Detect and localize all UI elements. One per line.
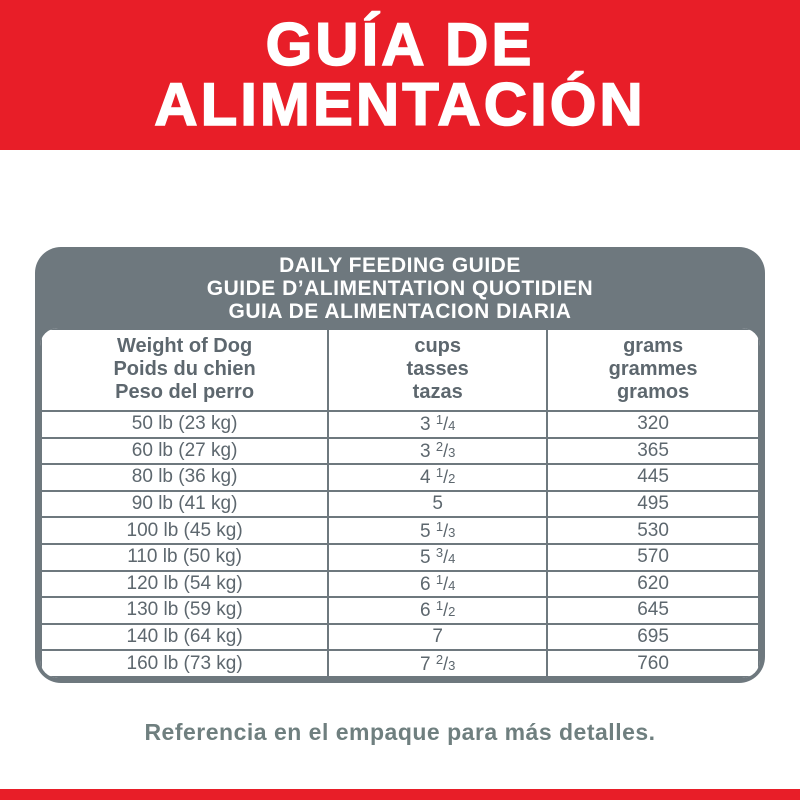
weight-cell: 100 lb (45 kg): [40, 516, 330, 545]
cups-cell: 6 1/2: [327, 596, 549, 625]
grams-cell: 695: [546, 622, 760, 652]
weight-cell: 80 lb (36 kg): [40, 463, 330, 492]
weight-cell: 50 lb (23 kg): [40, 410, 330, 439]
weight-cell: 120 lb (54 kg): [40, 569, 330, 599]
footnote: Referencia en el empaque para más detall…: [144, 718, 656, 745]
table-title-en: DAILY FEEDING GUIDE: [279, 254, 521, 277]
table-row: 160 lb (73 kg) 7 2/3 760: [40, 649, 760, 678]
cups-cell: 5 1/3: [327, 516, 549, 545]
grams-cell: 760: [546, 649, 760, 678]
column-header-weight: Weight of Dog Poids du chien Peso del pe…: [40, 328, 330, 412]
column-header-cups-en: cups: [414, 335, 462, 357]
table-row: 100 lb (45 kg) 5 1/3 530: [40, 516, 760, 545]
column-header-weight-es: Peso del perro: [115, 381, 255, 403]
column-header-grams-en: grams: [623, 335, 684, 357]
table-row: 60 lb (27 kg) 3 2/3 365: [40, 436, 760, 466]
table-row: 90 lb (41 kg) 5 495: [40, 489, 760, 519]
column-header-cups: cups tasses tazas: [327, 328, 549, 412]
grams-cell: 645: [546, 596, 760, 625]
table-row: 110 lb (50 kg) 5 3/4 570: [40, 542, 760, 572]
feeding-guide-table: DAILY FEEDING GUIDE GUIDE D’ALIMENTATION…: [35, 247, 765, 683]
column-header-weight-en: Weight of Dog: [117, 335, 253, 357]
cups-cell: 4 1/2: [327, 463, 549, 492]
cups-cell: 7: [327, 622, 549, 652]
table-row: 130 lb (59 kg) 6 1/2 645: [40, 596, 760, 625]
grams-cell: 570: [546, 542, 760, 572]
cups-cell: 5 3/4: [327, 542, 549, 572]
feeding-table: Weight of Dog Poids du chien Peso del pe…: [40, 328, 760, 678]
table-row: 140 lb (64 kg) 7 695: [40, 622, 760, 652]
cups-cell: 3 2/3: [327, 436, 549, 466]
column-header-grams: grams grammes gramos: [546, 328, 760, 412]
grams-cell: 495: [546, 489, 760, 519]
column-header-grams-es: gramos: [616, 381, 690, 403]
table-body-panel: Weight of Dog Poids du chien Peso del pe…: [40, 328, 760, 678]
table-title: DAILY FEEDING GUIDE GUIDE D’ALIMENTATION…: [40, 247, 760, 328]
table-row: 80 lb (36 kg) 4 1/2 445: [40, 463, 760, 492]
column-header-grams-fr: grammes: [608, 358, 698, 380]
cups-cell: 3 1/4: [327, 410, 549, 439]
weight-cell: 60 lb (27 kg): [40, 436, 330, 466]
weight-cell: 160 lb (73 kg): [40, 649, 330, 678]
bottom-red-strip: [0, 789, 800, 800]
grams-cell: 320: [546, 410, 760, 439]
table-row: 120 lb (54 kg) 6 1/4 620: [40, 569, 760, 599]
weight-cell: 90 lb (41 kg): [40, 489, 330, 519]
feeding-table-rows: 50 lb (23 kg) 3 1/4 320 60 lb (27 kg) 3 2/3 3…: [40, 410, 760, 678]
grams-cell: 445: [546, 463, 760, 492]
grams-cell: 620: [546, 569, 760, 599]
table-title-fr: GUIDE D’ALIMENTATION QUOTIDIEN: [206, 277, 594, 300]
weight-cell: 130 lb (59 kg): [40, 596, 330, 625]
table-title-es: GUIA DE ALIMENTACION DIARIA: [228, 300, 572, 323]
top-banner: GUÍA DE ALIMENTACIÓN: [0, 0, 800, 150]
table-row: 50 lb (23 kg) 3 1/4 320: [40, 410, 760, 439]
cups-cell: 6 1/4: [327, 569, 549, 599]
grams-cell: 530: [546, 516, 760, 545]
weight-cell: 110 lb (50 kg): [40, 542, 330, 572]
weight-cell: 140 lb (64 kg): [40, 622, 330, 652]
column-header-row: Weight of Dog Poids du chien Peso del pe…: [40, 328, 760, 412]
column-header-weight-fr: Poids du chien: [113, 358, 256, 380]
cups-cell: 7 2/3: [327, 649, 549, 678]
cups-cell: 5: [327, 489, 549, 519]
page-title-line-1: GUÍA DE: [265, 11, 535, 78]
column-header-cups-es: tazas: [412, 381, 463, 403]
column-header-cups-fr: tasses: [406, 358, 469, 380]
page-title-line-2: ALIMENTACIÓN: [153, 71, 646, 138]
grams-cell: 365: [546, 436, 760, 466]
